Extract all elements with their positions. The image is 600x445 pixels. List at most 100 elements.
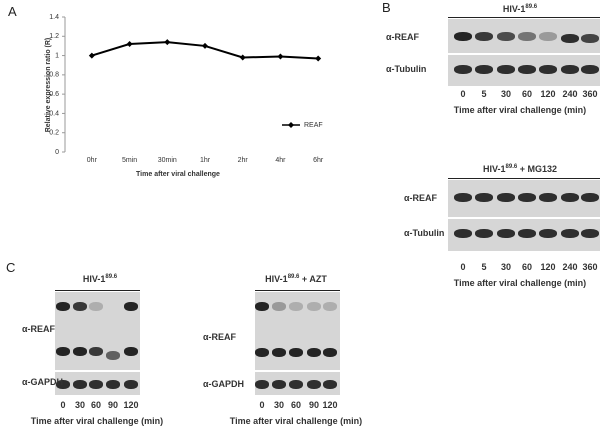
x-axis-title: Time after viral challenge (min) bbox=[453, 105, 587, 115]
band bbox=[271, 348, 287, 357]
y-tick-label: 0.4 bbox=[49, 110, 59, 117]
legend-label: REAF bbox=[304, 122, 323, 129]
membrane bbox=[255, 292, 340, 395]
band bbox=[580, 193, 600, 202]
band bbox=[254, 348, 270, 357]
band bbox=[453, 32, 473, 41]
band bbox=[560, 193, 580, 202]
band bbox=[322, 348, 338, 357]
treatment: + AZT bbox=[301, 274, 327, 284]
band bbox=[560, 65, 580, 74]
band bbox=[496, 229, 516, 238]
lane-label: 30 bbox=[74, 400, 86, 410]
row-label: α-REAF bbox=[386, 32, 420, 42]
band bbox=[496, 65, 516, 74]
x-tick-label: 1hr bbox=[200, 157, 211, 164]
lane-label: 60 bbox=[290, 400, 302, 410]
data-point bbox=[88, 52, 95, 59]
separator bbox=[448, 217, 600, 219]
band bbox=[538, 65, 558, 74]
band bbox=[288, 302, 304, 311]
lane-label: 0 bbox=[60, 400, 66, 410]
band bbox=[538, 32, 558, 41]
row-label: α-GAPDH bbox=[22, 377, 64, 387]
data-point bbox=[277, 53, 284, 60]
strain: 89.6 bbox=[525, 4, 538, 10]
band bbox=[271, 302, 287, 311]
band bbox=[123, 347, 139, 356]
band bbox=[517, 229, 537, 238]
title-rule bbox=[55, 290, 140, 291]
band bbox=[55, 380, 71, 389]
blot-title: HIV-189.6 bbox=[83, 274, 117, 284]
panel-label: B bbox=[382, 0, 391, 15]
title-rule bbox=[255, 290, 340, 291]
band bbox=[55, 302, 71, 311]
band bbox=[517, 193, 537, 202]
lane-label: 60 bbox=[90, 400, 102, 410]
band bbox=[306, 302, 322, 311]
line-chart: Time after viral challenge Relative expr… bbox=[45, 14, 324, 178]
membrane bbox=[448, 19, 600, 86]
virus: HIV-1 bbox=[265, 274, 288, 284]
virus: HIV-1 bbox=[502, 4, 526, 14]
y-axis-title: Relative expression ratio (R) bbox=[45, 38, 52, 133]
lane-label: 120 bbox=[123, 400, 139, 410]
title-rule bbox=[448, 178, 600, 179]
band bbox=[560, 229, 580, 238]
x-tick-label: 30min bbox=[158, 157, 177, 164]
band bbox=[306, 348, 322, 357]
panel-label: C bbox=[6, 260, 16, 275]
band bbox=[580, 229, 600, 238]
separator bbox=[448, 53, 600, 55]
x-axis-title: Time after viral challenge bbox=[136, 171, 220, 178]
lane-label: 0 bbox=[460, 89, 466, 99]
band bbox=[72, 380, 88, 389]
x-tick-label: 6hr bbox=[313, 157, 324, 164]
band bbox=[105, 351, 121, 360]
blot-title: HIV-189.6 + MG132 bbox=[483, 164, 557, 174]
y-tick-label: 1.2 bbox=[49, 33, 59, 40]
x-axis-title: Time after viral challenge (min) bbox=[229, 416, 363, 426]
band bbox=[538, 229, 558, 238]
band bbox=[288, 380, 304, 389]
y-tick-label: 0.2 bbox=[49, 130, 59, 137]
separator bbox=[255, 370, 340, 372]
strain: 89.6 bbox=[105, 274, 118, 280]
band bbox=[580, 65, 600, 74]
x-tick-label: 5min bbox=[122, 157, 137, 164]
legend-marker bbox=[288, 122, 294, 128]
blot-title: HIV-189.6 + AZT bbox=[265, 274, 327, 284]
band bbox=[322, 302, 338, 311]
band bbox=[560, 34, 580, 43]
lane-label: 0 bbox=[460, 262, 466, 272]
data-point bbox=[202, 42, 208, 49]
lane-label: 60 bbox=[521, 89, 533, 99]
virus: HIV-1 bbox=[483, 164, 506, 174]
band bbox=[88, 380, 104, 389]
row-label: α-REAF bbox=[203, 332, 237, 342]
y-tick-label: 0.6 bbox=[49, 91, 59, 98]
band bbox=[474, 32, 494, 41]
band bbox=[453, 65, 473, 74]
band bbox=[271, 380, 287, 389]
strain: 89.6 bbox=[287, 274, 300, 280]
lane-label: 360 bbox=[582, 262, 598, 272]
band bbox=[474, 193, 494, 202]
lane-label: 240 bbox=[562, 89, 578, 99]
x-tick-label: 4hr bbox=[275, 157, 286, 164]
row-label: α-GAPDH bbox=[203, 379, 245, 389]
y-tick-label: 0.8 bbox=[49, 72, 59, 79]
lane-label: 360 bbox=[582, 89, 598, 99]
lane-label: 90 bbox=[308, 400, 320, 410]
lane-label: 120 bbox=[322, 400, 338, 410]
y-tick-label: 1.4 bbox=[49, 14, 59, 21]
band bbox=[55, 347, 71, 356]
band bbox=[517, 65, 537, 74]
band bbox=[123, 302, 139, 311]
virus: HIV-1 bbox=[82, 274, 106, 284]
band bbox=[123, 380, 139, 389]
band bbox=[288, 348, 304, 357]
band bbox=[580, 34, 600, 43]
data-point bbox=[239, 54, 246, 61]
